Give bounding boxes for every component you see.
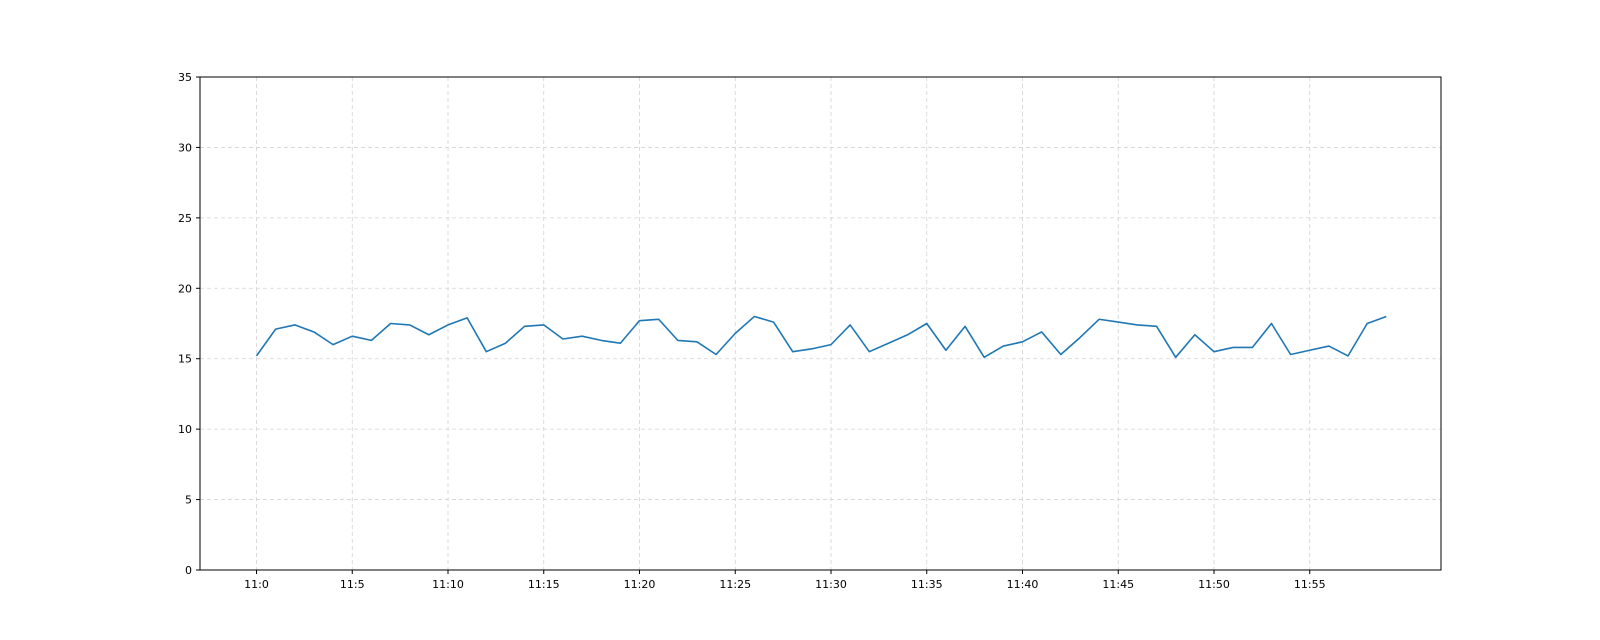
- x-tick-label: 11:55: [1294, 578, 1326, 591]
- x-tick-label: 11:0: [244, 578, 269, 591]
- x-tick-label: 11:50: [1198, 578, 1230, 591]
- y-tick-label: 15: [178, 353, 192, 366]
- y-tick-label: 25: [178, 212, 192, 225]
- series-layer: [255, 315, 1387, 359]
- y-axis: 0 5 10 15 20 25 30 35: [178, 71, 200, 577]
- x-tick-label: 11:10: [432, 578, 464, 591]
- x-tick-label: 11:5: [340, 578, 365, 591]
- x-tick-label: 11:35: [911, 578, 943, 591]
- y-tick-label: 0: [185, 564, 192, 577]
- x-tick-label: 11:15: [528, 578, 560, 591]
- x-tick-label: 11:30: [815, 578, 847, 591]
- series-line: [255, 315, 1387, 359]
- y-tick-label: 20: [178, 282, 192, 295]
- y-tick-label: 10: [178, 423, 192, 436]
- x-tick-label: 11:20: [624, 578, 656, 591]
- x-tick-label: 11:25: [719, 578, 751, 591]
- plot-area-frame: [199, 76, 1442, 571]
- y-tick-label: 35: [178, 71, 192, 84]
- y-tick-label: 30: [178, 141, 192, 154]
- grid-lines: [200, 76, 1441, 571]
- x-tick-label: 11:40: [1007, 578, 1039, 591]
- y-tick-label: 5: [185, 494, 192, 507]
- x-axis: 11:0 11:5 11:10 11:15 11:20 11:25 11:30 11:35 11…: [244, 570, 1326, 591]
- x-tick-label: 11:45: [1102, 578, 1134, 591]
